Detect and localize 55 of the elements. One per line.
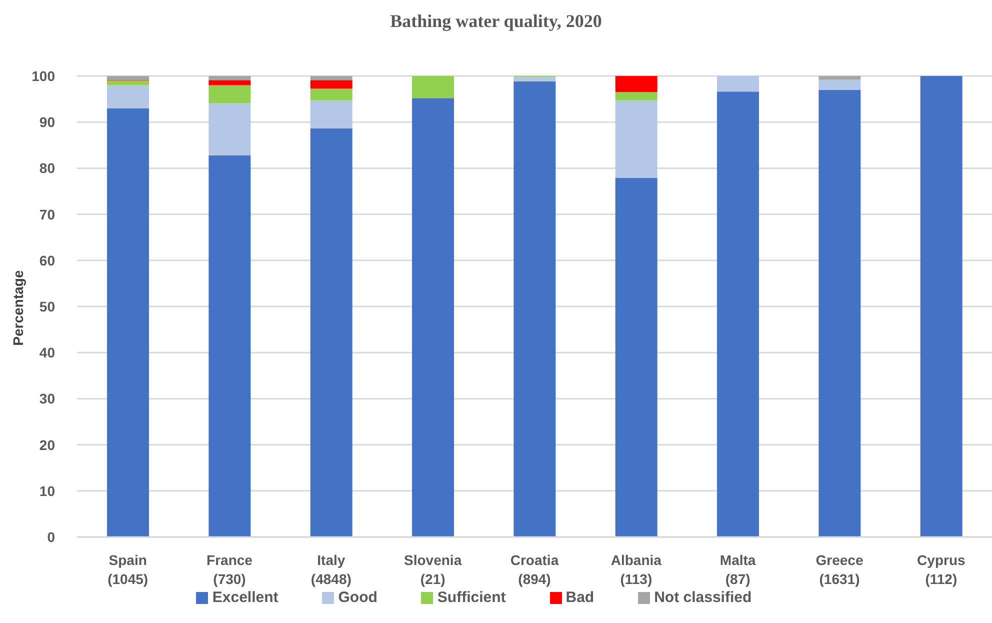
bar xyxy=(310,128,352,537)
y-tick-label: 70 xyxy=(39,206,56,222)
bar xyxy=(107,108,149,537)
bar xyxy=(412,76,454,98)
bar xyxy=(514,76,556,82)
bar xyxy=(310,80,352,88)
bar xyxy=(208,155,251,537)
x-tick-label: Spain (1045) xyxy=(108,552,148,587)
y-tick-label: 50 xyxy=(39,298,56,314)
bar xyxy=(818,90,861,537)
chart-title: Bathing water quality, 2020 xyxy=(389,11,603,32)
bar xyxy=(208,80,251,86)
bar xyxy=(107,80,149,86)
legend-label: Good xyxy=(338,589,378,606)
bar xyxy=(615,92,658,100)
bar xyxy=(107,76,149,80)
y-tick-label: 40 xyxy=(39,344,56,361)
legend-label: Excellent xyxy=(212,589,278,606)
x-tick-label: France (730) xyxy=(206,552,253,587)
bar xyxy=(615,178,658,537)
y-tick-label: 20 xyxy=(39,436,56,453)
bar xyxy=(208,85,251,104)
bar xyxy=(920,76,962,537)
y-axis-title: Percentage xyxy=(10,270,26,346)
x-tick-label: Cyprus (112) xyxy=(917,552,966,587)
bar xyxy=(208,76,251,80)
x-tick-label: Italy (4848) xyxy=(310,552,352,587)
y-tick-label: 90 xyxy=(39,114,56,130)
bar xyxy=(412,98,454,537)
bar xyxy=(310,76,352,80)
bar xyxy=(717,92,759,537)
y-tick-label: 60 xyxy=(39,252,56,268)
bar xyxy=(208,103,251,156)
bar xyxy=(615,76,658,92)
bar xyxy=(717,76,759,92)
x-tick-label: Greece (1631) xyxy=(816,552,864,587)
bar xyxy=(514,82,556,537)
x-tick-label: Malta (87) xyxy=(720,552,756,587)
bar xyxy=(310,100,352,129)
x-tick-label: Croatia (894) xyxy=(510,552,559,587)
y-tick-label: 30 xyxy=(39,390,56,407)
x-tick-label: Albania (113) xyxy=(610,552,662,587)
x-tick-label: Slovenia (21) xyxy=(404,552,462,587)
bar xyxy=(615,100,658,178)
y-tick-label: 100 xyxy=(32,68,56,84)
legend-label: Bad xyxy=(566,589,594,606)
legend-label: Sufficient xyxy=(437,589,506,606)
bar xyxy=(310,88,352,100)
bar xyxy=(107,85,149,108)
y-tick-label: 80 xyxy=(39,160,56,176)
bar xyxy=(818,80,861,90)
y-tick-label: 10 xyxy=(39,482,56,499)
y-tick-label: 0 xyxy=(47,528,56,545)
legend-label: Not classified xyxy=(654,589,752,606)
bar xyxy=(818,76,861,80)
